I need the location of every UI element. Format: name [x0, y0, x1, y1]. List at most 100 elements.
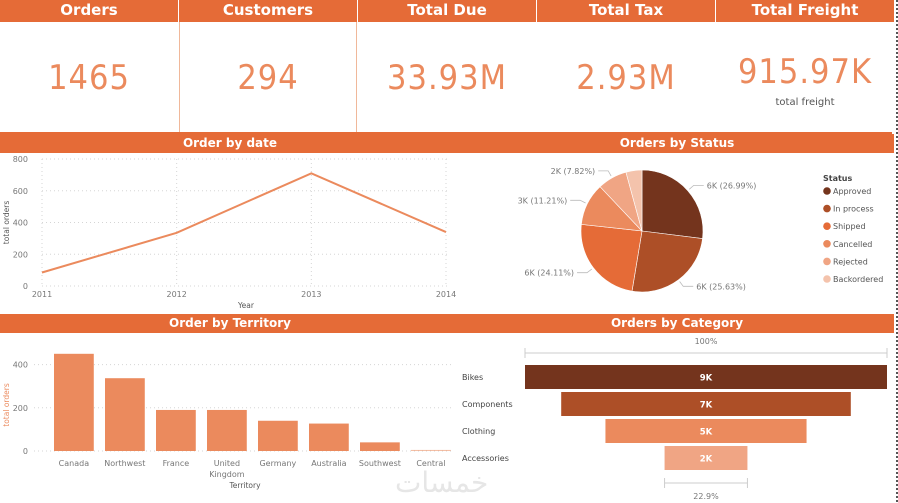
funnel-value-label: 7K	[700, 401, 713, 411]
kpi-total-tax-title: Total Tax	[537, 0, 715, 22]
kpi-orders-value: 1465	[48, 58, 130, 98]
x-tick-label: Northwest	[104, 459, 145, 468]
legend-marker	[823, 257, 831, 266]
pie-slice	[625, 169, 643, 232]
bar-chart-title: Order by Territory	[0, 314, 460, 333]
legend-item-cancelled: Cancelled	[833, 240, 872, 249]
kpi-customers[interactable]: Customers 294	[179, 0, 357, 134]
y-tick-label: 200	[13, 250, 28, 259]
series-line	[41, 172, 447, 274]
funnel-bar-components	[561, 392, 851, 416]
x-tick-label: Canada	[59, 459, 90, 468]
funnel-value-label: 2K	[700, 455, 713, 465]
x-axis-title: Territory	[228, 481, 261, 490]
x-tick-label: France	[163, 459, 190, 468]
legend-marker	[823, 187, 831, 195]
pie-slice	[631, 230, 703, 293]
kpi-total-due-value: 33.93M	[387, 58, 507, 98]
leader-line	[577, 268, 593, 274]
bar-northwest	[105, 378, 145, 451]
y-tick-label: 800	[13, 155, 28, 164]
kpi-total-tax-value: 2.93M	[576, 58, 676, 98]
kpi-customers-title: Customers	[179, 0, 357, 22]
leader-line	[688, 184, 704, 190]
funnel-category-label: Bikes	[462, 373, 483, 382]
bar-united-kingdom	[207, 409, 247, 451]
funnel-bar-clothing	[605, 419, 807, 443]
kpi-total-freight-value: 915.97K	[737, 52, 873, 92]
x-tick-label: Southwest	[359, 459, 401, 468]
kpi-total-due[interactable]: Total Due 33.93M	[358, 0, 536, 134]
x-tick-label: Germany	[259, 459, 296, 468]
pie-slice	[641, 169, 704, 239]
legend-item-shipped: Shipped	[833, 222, 866, 231]
bar-australia	[309, 423, 349, 451]
funnel-chart[interactable]: 100% 9K Bikes 7K Components 5K Clothing 2K Acces…	[450, 333, 894, 503]
slice-label: 6K (24.11%)	[524, 269, 574, 278]
legend-marker	[823, 222, 831, 230]
line-chart[interactable]: 0 200 400 600 800 2011 2012 2013 2014 Year total o…	[0, 153, 460, 313]
leader-line	[598, 170, 612, 177]
x-tick-label: 2011	[32, 290, 52, 299]
x-tick-label: 2012	[166, 290, 186, 299]
legend-item-approved: Approved	[833, 187, 871, 196]
pie-chart-title: Orders by Status	[460, 134, 894, 153]
funnel-bottom-percent: 22.9%	[693, 492, 719, 501]
legend-marker	[823, 204, 831, 213]
funnel-category-label: Clothing	[462, 427, 495, 436]
slice-label: 6K (26.99%)	[707, 181, 757, 190]
slice-label: 2K (7.82%)	[551, 167, 596, 176]
legend-item-backordered: Backordered	[833, 275, 883, 284]
watermark: خمسات	[395, 466, 489, 499]
kpi-orders-title: Orders	[0, 0, 178, 22]
y-tick-label: 400	[13, 361, 28, 370]
y-tick-label: 0	[23, 282, 28, 291]
x-tick-label: 2014	[436, 290, 456, 299]
funnel-bar-accessories	[664, 446, 748, 470]
bar-germany	[258, 420, 298, 451]
bar-canada	[54, 353, 94, 451]
kpi-orders[interactable]: Orders 1465	[0, 0, 178, 134]
y-axis-title: total orders	[2, 201, 11, 245]
bar-central	[411, 449, 451, 451]
x-tick-label: 2013	[301, 290, 321, 299]
kpi-total-freight[interactable]: Total Freight 915.97K total freight	[716, 0, 894, 134]
y-tick-label: 400	[13, 219, 28, 228]
y-tick-label: 0	[23, 447, 28, 456]
kpi-total-freight-title: Total Freight	[716, 0, 894, 22]
funnel-category-label: Accessories	[462, 454, 509, 463]
bar-chart[interactable]: 0 200 400 Canada Northwest France United Kingdo…	[0, 333, 460, 503]
kpi-total-freight-subtitle: total freight	[775, 97, 835, 108]
funnel-value-label: 9K	[700, 374, 713, 384]
funnel-category-label: Components	[462, 400, 513, 409]
x-tick-label: Australia	[311, 459, 346, 468]
bar-france	[156, 409, 196, 451]
x-tick-label: Central	[416, 459, 445, 468]
x-tick-label: Kingdom	[209, 470, 245, 479]
kpi-customers-value: 294	[237, 58, 299, 98]
kpi-total-due-title: Total Due	[358, 0, 536, 22]
canvas-edge	[896, 0, 898, 503]
leader-line	[679, 281, 694, 287]
y-axis-title: total orders	[2, 383, 11, 427]
legend-marker	[823, 240, 831, 248]
line-chart-title: Order by date	[0, 134, 460, 153]
legend-marker	[823, 275, 831, 283]
legend-item-rejected: Rejected	[833, 257, 868, 266]
funnel-top-percent: 100%	[695, 337, 718, 346]
y-tick-label: 200	[13, 404, 28, 413]
pie-slice	[580, 224, 643, 292]
x-tick-label: United	[214, 459, 240, 468]
leader-line	[570, 199, 586, 204]
bar-southwest	[360, 442, 400, 451]
kpi-divider	[0, 132, 892, 134]
funnel-bar-bikes	[525, 365, 887, 389]
legend-item-in-process: In process	[833, 205, 874, 214]
y-tick-label: 600	[13, 187, 28, 196]
x-axis-title: Year	[237, 301, 255, 310]
funnel-chart-title: Orders by Category	[460, 314, 894, 333]
slice-label: 3K (11.21%)	[518, 196, 568, 205]
funnel-value-label: 5K	[700, 428, 713, 438]
pie-chart[interactable]: 6K (26.99%) 6K (25.63%) 6K (24.11%) 3K (11.…	[460, 153, 894, 313]
kpi-total-tax[interactable]: Total Tax 2.93M	[537, 0, 715, 134]
